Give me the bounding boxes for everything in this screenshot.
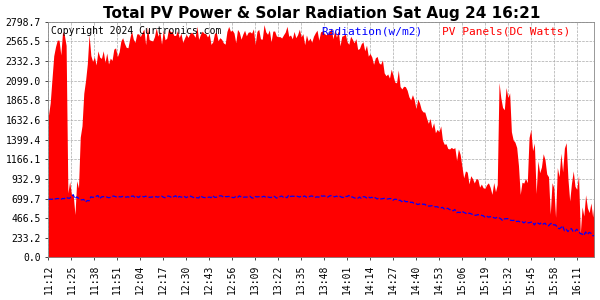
Text: Copyright 2024 Curtronics.com: Copyright 2024 Curtronics.com	[51, 26, 221, 36]
Text: Radiation(w/m2): Radiation(w/m2)	[322, 26, 422, 36]
Text: PV Panels(DC Watts): PV Panels(DC Watts)	[442, 26, 570, 36]
Title: Total PV Power & Solar Radiation Sat Aug 24 16:21: Total PV Power & Solar Radiation Sat Aug…	[103, 6, 540, 21]
